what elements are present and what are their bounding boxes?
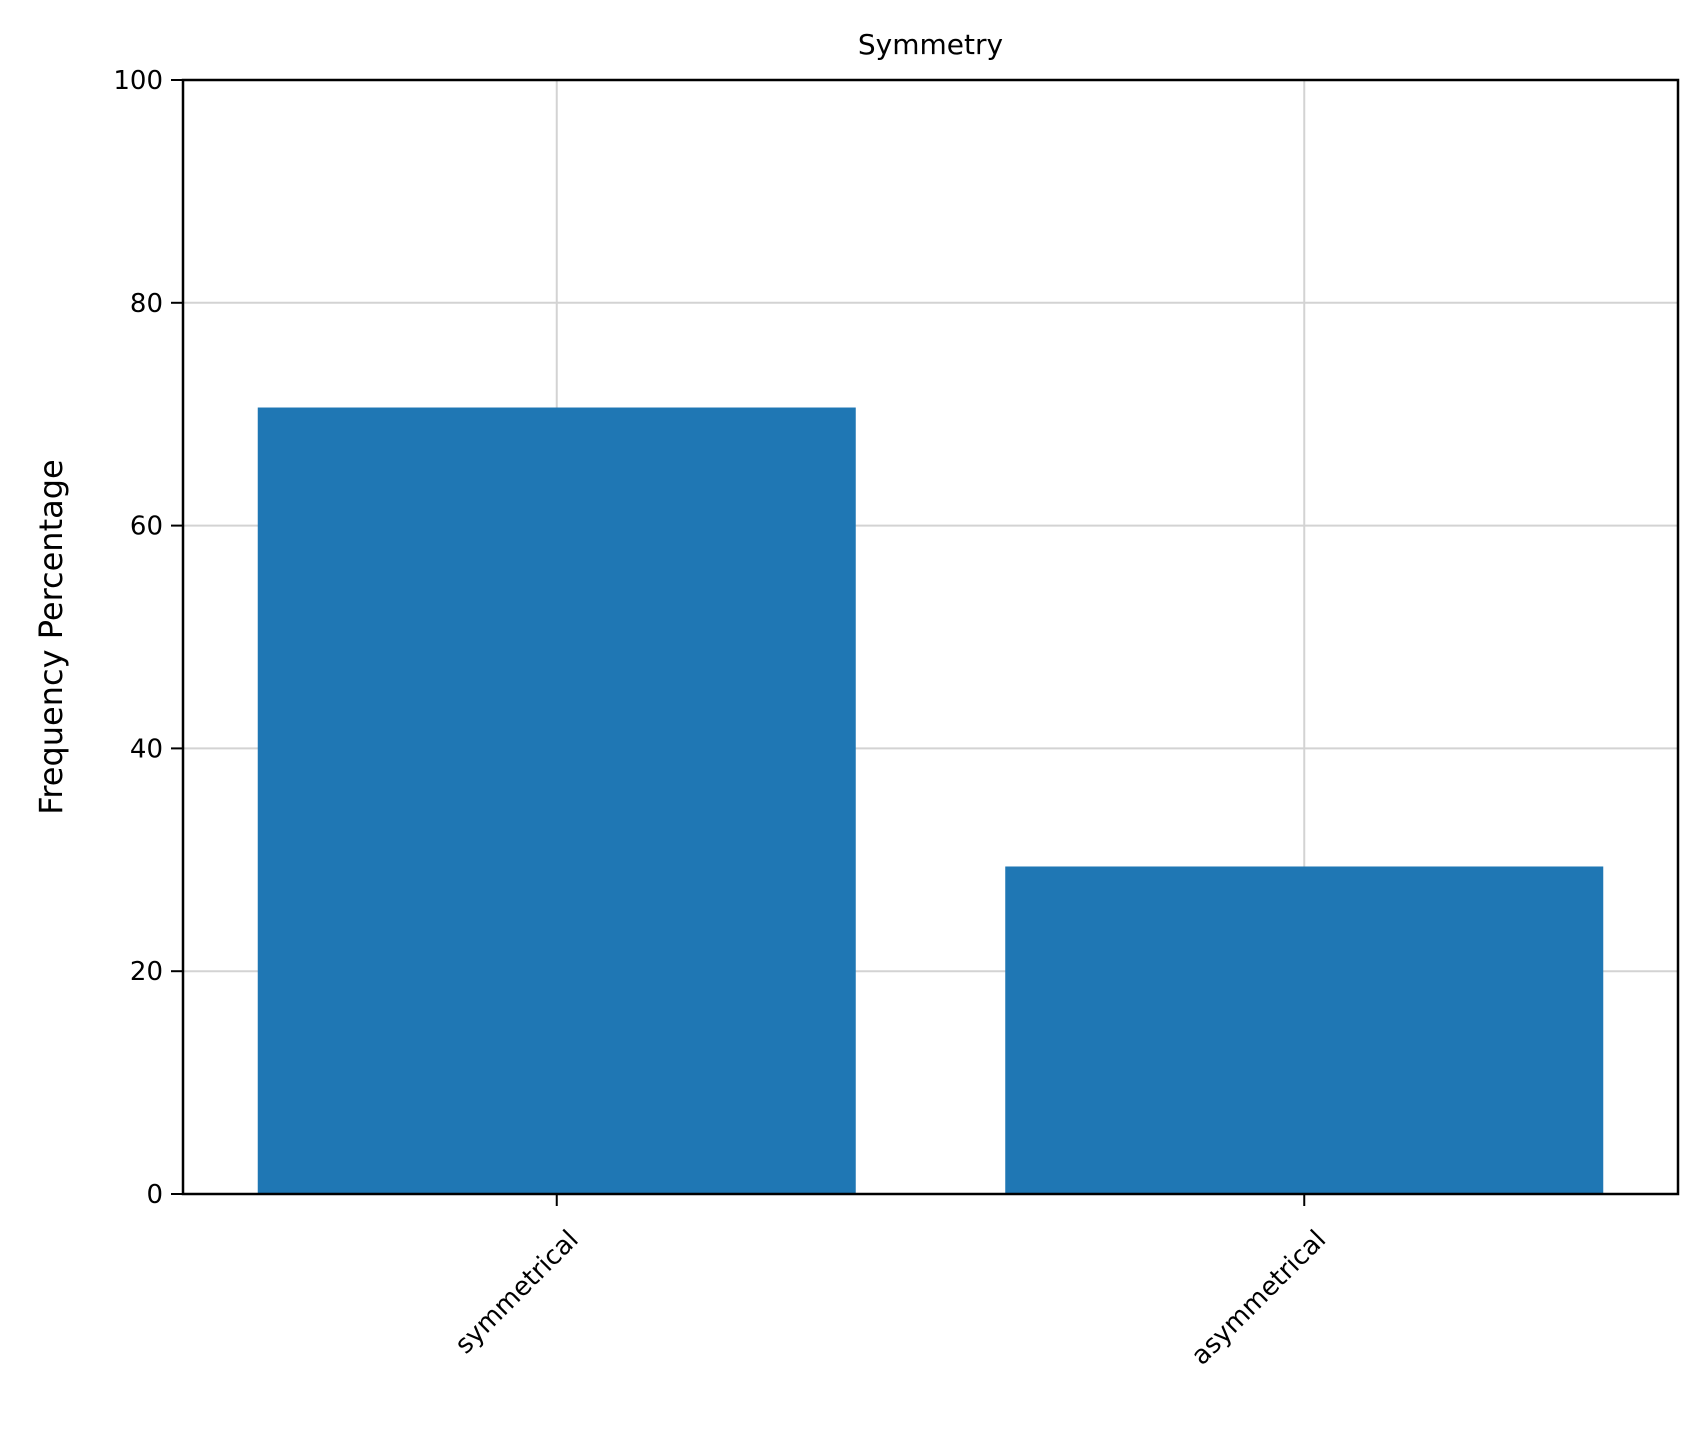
y-tick-label: 100 [113,66,163,96]
y-tick-label: 0 [146,1180,163,1210]
y-axis: 0 20 40 60 80 100 [113,66,183,1210]
x-tick-label: symmetrical [450,1225,585,1360]
y-tick-label: 20 [130,957,163,987]
chart-title: Symmetry [858,28,1003,61]
plot-area-frame [181,78,1680,1196]
bar-asymmetrical [1005,866,1604,1194]
x-tick-label: asymmetrical [1186,1225,1332,1371]
y-tick-label: 80 [130,289,163,319]
y-tick-label: 40 [130,734,163,764]
bar-symmetrical [257,407,856,1194]
x-axis: symmetrical asymmetrical [450,1194,1332,1371]
y-axis-title: Frequency Percentage [32,459,70,815]
bars [257,407,1604,1194]
y-tick-label: 60 [130,512,163,542]
